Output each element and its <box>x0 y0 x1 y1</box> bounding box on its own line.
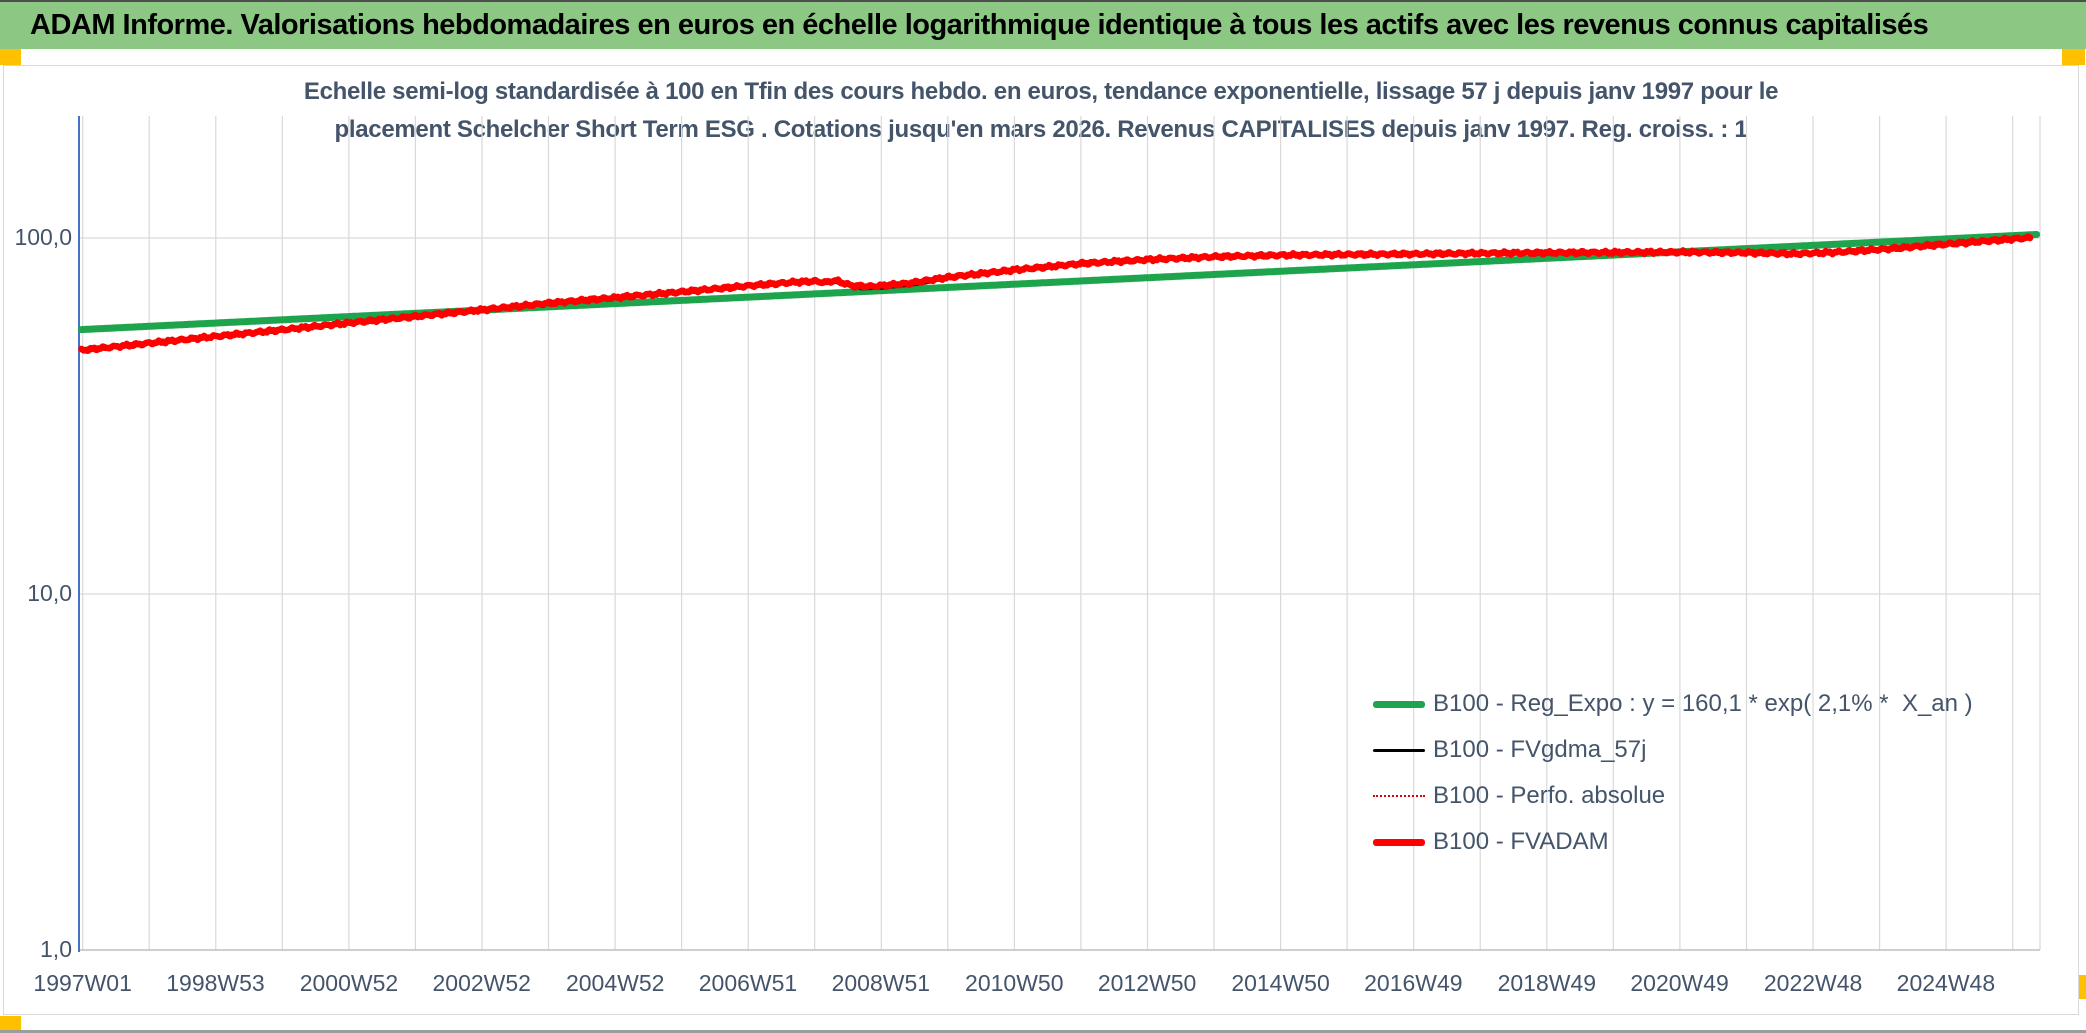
legend-item-perfo_absolue: B100 - Perfo. absolue <box>1373 773 1973 819</box>
series-reg_expo-line <box>77 231 2041 334</box>
legend-item-fvgdma_57j: B100 - FVgdma_57j <box>1373 727 1973 773</box>
legend: B100 - Reg_Expo : y = 160,1 * exp( 2,1% … <box>1373 681 1973 865</box>
x-axis-label: 2006W51 <box>698 970 798 996</box>
chart-title-line-2: placement Schelcher Short Term ESG . Cot… <box>334 116 1748 143</box>
x-axis-label: 1997W01 <box>33 970 132 996</box>
legend-item-reg_expo: B100 - Reg_Expo : y = 160,1 * exp( 2,1% … <box>1373 681 1973 727</box>
y-axis-label: 100,0 <box>14 224 72 250</box>
x-axis-label: 2012W50 <box>1097 970 1197 996</box>
x-axis-label: 2010W50 <box>965 970 1064 996</box>
legend-label-perfo_absolue: B100 - Perfo. absolue <box>1433 782 1666 809</box>
window-top-border <box>0 0 2086 2</box>
x-axis-label: 2024W48 <box>1896 970 1996 996</box>
legend-swatch-perfo_absolue-line <box>1373 795 1425 797</box>
y-axis-label: 1,0 <box>40 936 72 962</box>
x-axis-label: 2016W49 <box>1364 970 1463 996</box>
chart-title-line-1: Echelle semi-log standardisée à 100 en T… <box>303 78 1779 105</box>
x-axis-label: 2004W52 <box>565 970 665 996</box>
x-axis-label: 2022W48 <box>1763 970 1863 996</box>
series-fvadam-line <box>78 233 2034 355</box>
legend-label-fvgdma_57j: B100 - FVgdma_57j <box>1433 736 1647 763</box>
legend-label-fvadam: B100 - FVADAM <box>1433 828 1609 855</box>
legend-swatch-reg_expo-line <box>1373 700 1425 708</box>
y-axis-label: 10,0 <box>27 580 72 606</box>
selection-handle-bottom-left[interactable] <box>0 1016 21 1031</box>
plot-area <box>77 116 2041 952</box>
x-axis-label: 2008W51 <box>831 970 931 996</box>
selection-handle-top-left[interactable] <box>0 49 21 65</box>
x-axis-label: 2018W49 <box>1497 970 1597 996</box>
x-axis-label: 2002W52 <box>432 970 531 996</box>
legend-swatch-fvadam-line <box>1373 838 1425 846</box>
x-axis-label: 2000W52 <box>299 970 399 996</box>
header-bar: ADAM Informe. Valorisations hebdomadaire… <box>0 2 2086 49</box>
legend-item-fvadam: B100 - FVADAM <box>1373 819 1973 865</box>
legend-label-reg_expo: B100 - Reg_Expo : y = 160,1 * exp( 2,1% … <box>1433 690 1973 717</box>
selection-handle-top-right[interactable] <box>2062 49 2085 65</box>
x-axis-label: 2020W49 <box>1630 970 1729 996</box>
chart-object[interactable]: Echelle semi-log standardisée à 100 en T… <box>3 65 2079 1015</box>
selection-handle-bottom-right[interactable] <box>2075 975 2086 999</box>
header-title: ADAM Informe. Valorisations hebdomadaire… <box>30 9 1929 41</box>
bottom-divider <box>0 1030 2086 1033</box>
legend-swatch-fvgdma_57j-line <box>1373 748 1425 752</box>
x-axis-label: 2014W50 <box>1231 970 1330 996</box>
x-axis-label: 1998W53 <box>166 970 265 996</box>
